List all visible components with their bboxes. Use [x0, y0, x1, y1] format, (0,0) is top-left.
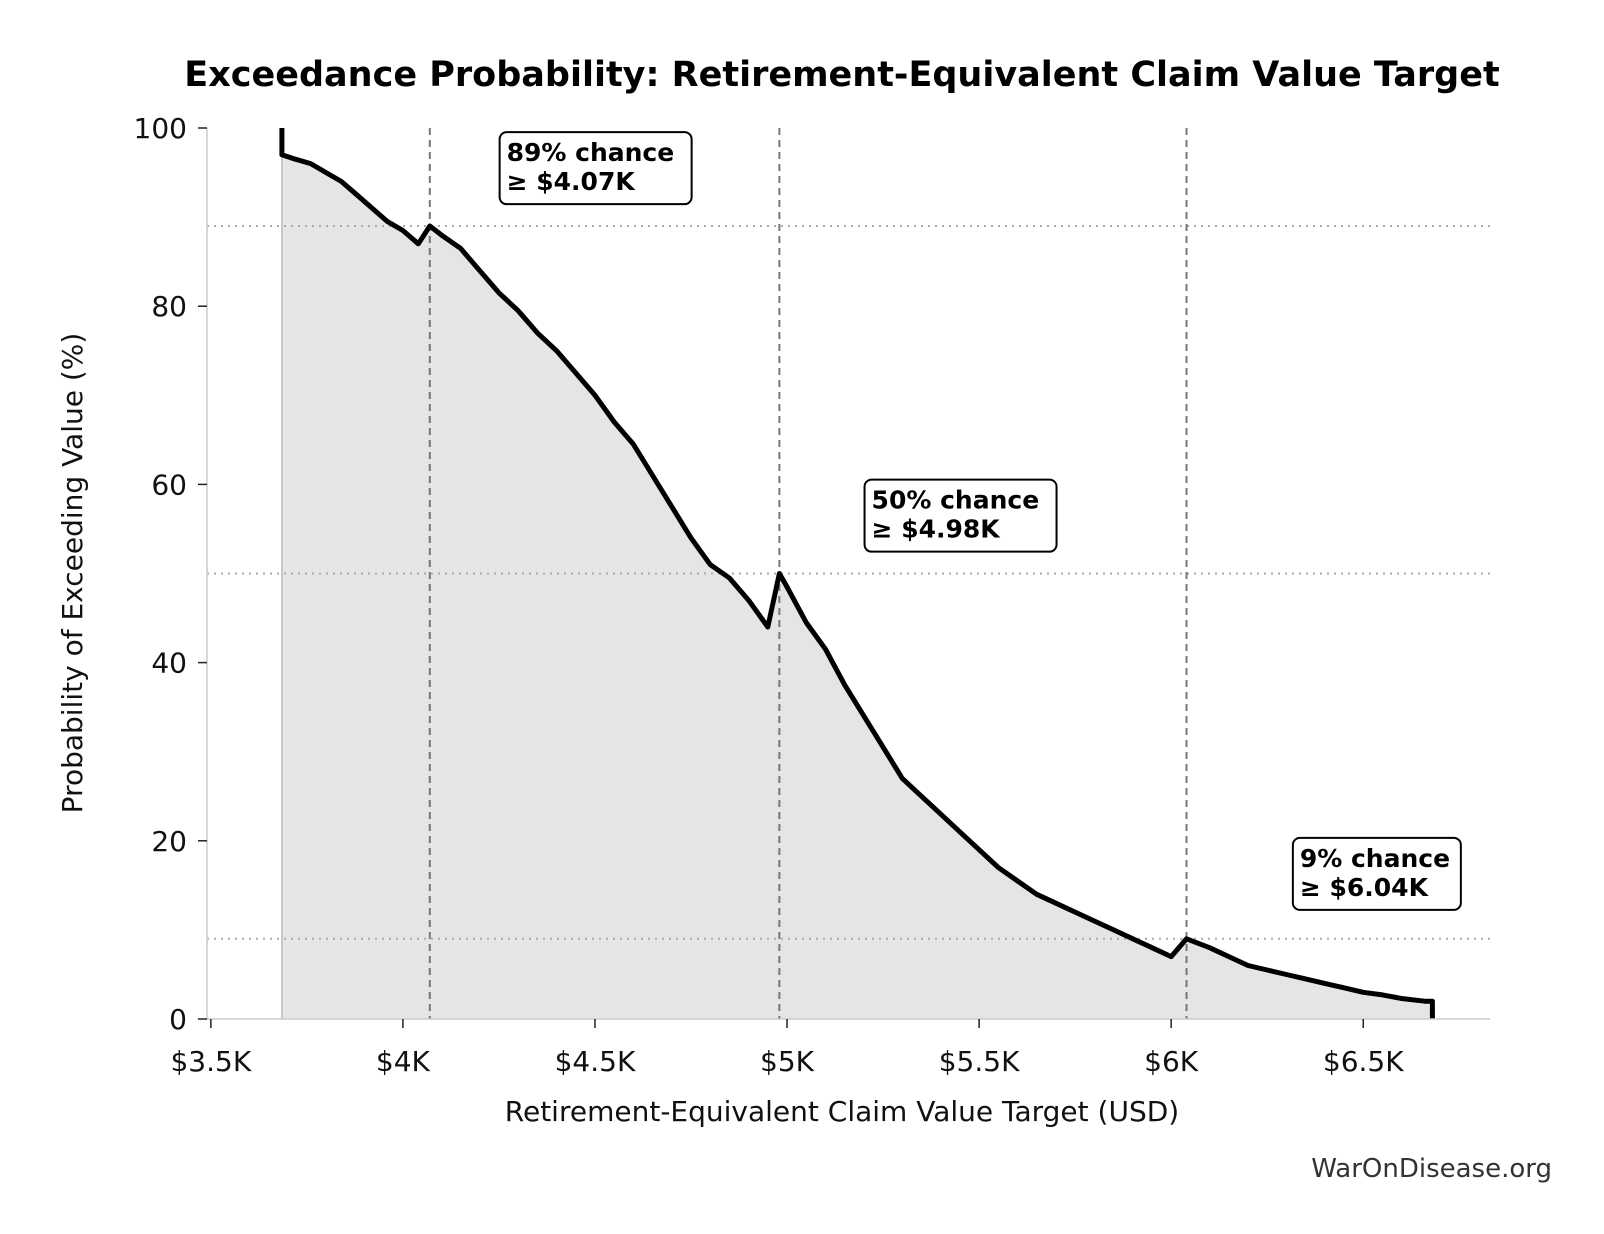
annotation-value: ≥ $6.04K	[1300, 873, 1430, 902]
annotation-value: ≥ $4.07K	[507, 167, 637, 196]
annotation-label: 9% chance	[1300, 844, 1450, 873]
y-tick-label: 60	[151, 468, 187, 501]
plot-area: 0 20 40 60 80 100 $3.5K $4K $4.5K $5K $5.5K $6K $6.5…	[134, 112, 1490, 1078]
x-tick-label: $4.5K	[555, 1045, 636, 1078]
x-tick-label: $5K	[760, 1045, 815, 1078]
annotation-box	[863, 478, 1058, 553]
exceedance-curve	[279, 128, 1435, 1019]
chart-title: Exceedance Probability: Retirement-Equiv…	[184, 55, 1499, 95]
x-tick-label: $6K	[1144, 1045, 1199, 1078]
annotation-value: ≥ $4.98K	[872, 515, 1002, 544]
x-tick-label: $5.5K	[939, 1045, 1020, 1078]
y-tick-label: 80	[151, 290, 187, 323]
annotation-label: 89% chance	[507, 138, 675, 167]
x-tick-label: $6.5K	[1323, 1045, 1404, 1078]
annotation-box	[498, 131, 693, 206]
watermark: WarOnDisease.org	[1311, 1154, 1552, 1184]
x-axis-label: Retirement-Equivalent Claim Value Target…	[505, 1095, 1179, 1128]
x-tick-label: $3.5K	[170, 1045, 251, 1078]
y-tick-label: 40	[151, 647, 187, 680]
y-tick-label: 20	[151, 825, 187, 858]
x-tick-label: $4K	[376, 1045, 431, 1078]
y-axis-label: Probability of Exceeding Value (%)	[56, 333, 89, 814]
curve-fill-area	[281, 128, 1433, 1019]
annotation-label: 50% chance	[872, 486, 1040, 515]
annotation-box	[1291, 836, 1462, 911]
y-tick-label: 100	[134, 112, 187, 145]
y-tick-label: 0	[169, 1003, 187, 1036]
